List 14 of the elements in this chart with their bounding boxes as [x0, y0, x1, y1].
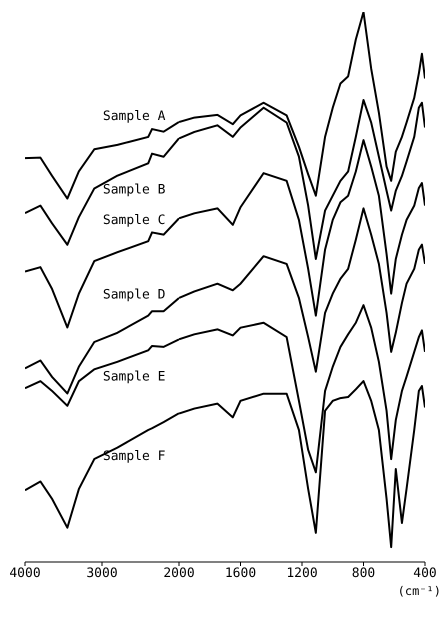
x-tick-label: 1600 [224, 566, 256, 582]
series-label: Sample A [102, 108, 166, 124]
series-label: Sample E [102, 369, 166, 384]
x-tick-label: 2000 [163, 566, 195, 582]
series-label: Sample C [102, 213, 166, 228]
series-label: Sample D [102, 288, 166, 303]
series-label: Sample B [102, 182, 166, 198]
x-tick-label: 400 [413, 566, 437, 582]
x-tick-label: 800 [352, 566, 376, 582]
x-tick-label: 3000 [86, 566, 118, 582]
x-axis-title: (cm⁻¹) [396, 584, 441, 598]
x-tick-label: 1200 [286, 566, 318, 582]
series-label: Sample F [102, 449, 166, 464]
x-tick-label: 4000 [9, 566, 41, 582]
